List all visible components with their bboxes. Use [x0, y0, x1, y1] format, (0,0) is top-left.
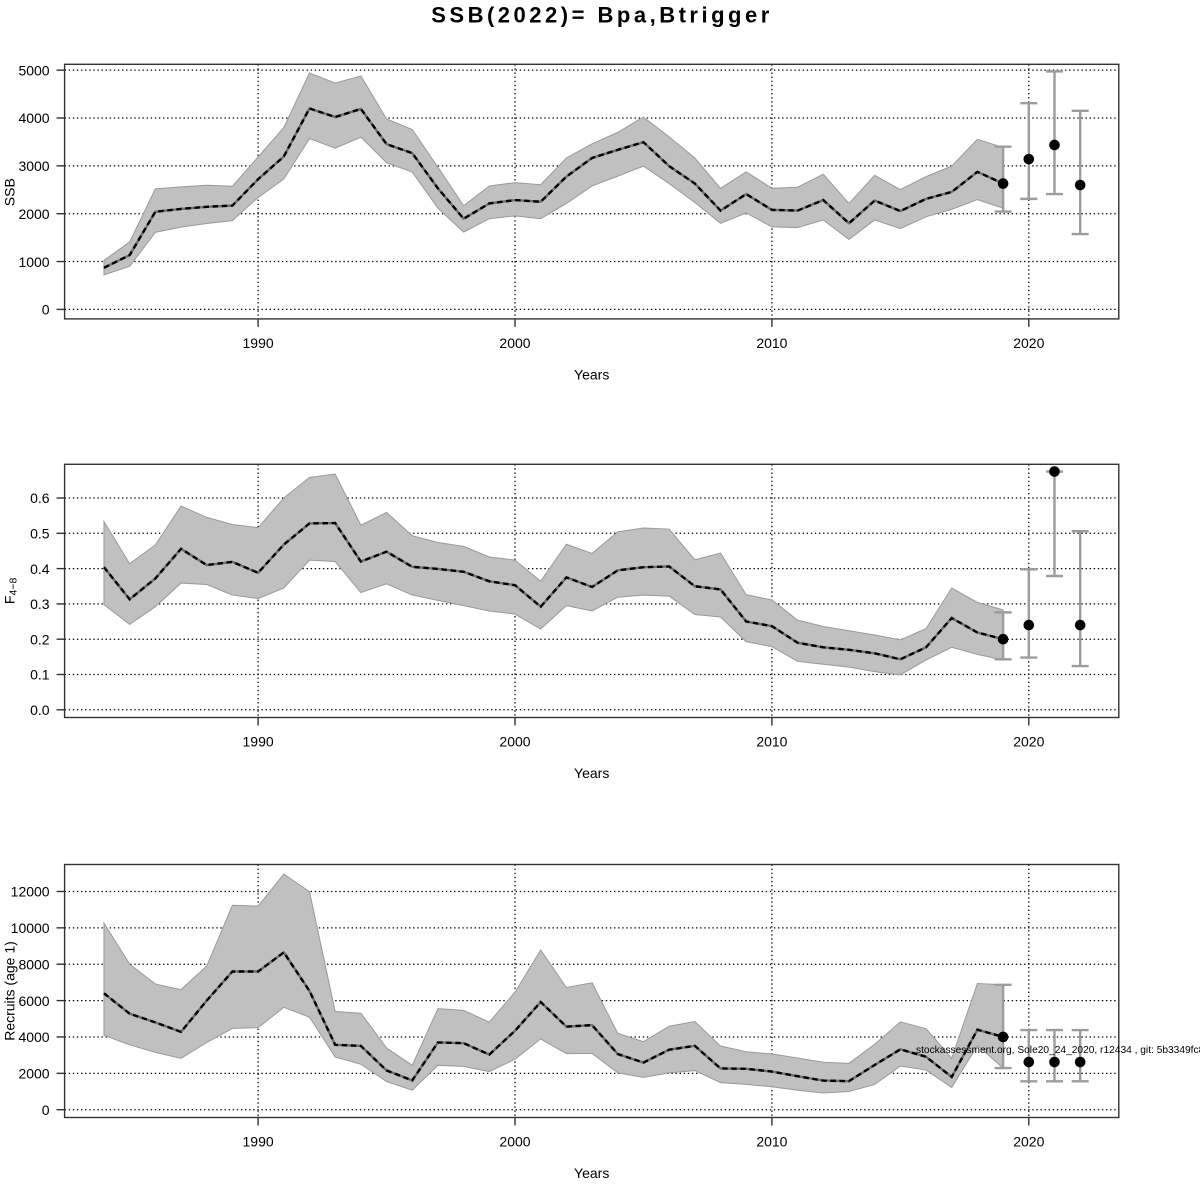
svg-text:0.5: 0.5 — [30, 526, 50, 542]
svg-text:10000: 10000 — [11, 920, 50, 936]
svg-text:0.3: 0.3 — [30, 596, 50, 612]
svg-text:6000: 6000 — [18, 993, 49, 1009]
svg-text:Recruits (age 1): Recruits (age 1) — [2, 941, 18, 1041]
svg-text:SSB(2022)= Bpa,Btrigger: SSB(2022)= Bpa,Btrigger — [431, 3, 773, 28]
svg-text:8000: 8000 — [18, 956, 49, 972]
svg-text:2000: 2000 — [499, 1134, 530, 1150]
svg-text:2020: 2020 — [1013, 335, 1044, 351]
svg-text:0.1: 0.1 — [30, 667, 50, 683]
svg-text:0.6: 0.6 — [30, 490, 50, 506]
svg-text:2000: 2000 — [499, 335, 530, 351]
svg-text:3000: 3000 — [18, 158, 49, 174]
svg-text:stockassessment.org, Sole20_24: stockassessment.org, Sole20_24_2020, r12… — [916, 1045, 1200, 1056]
svg-text:0.0: 0.0 — [30, 702, 50, 718]
svg-text:4000: 4000 — [18, 110, 49, 126]
svg-text:2000: 2000 — [18, 1066, 49, 1082]
svg-text:Years: Years — [574, 765, 609, 781]
svg-text:1990: 1990 — [243, 734, 274, 750]
svg-text:1000: 1000 — [18, 254, 49, 270]
svg-text:2020: 2020 — [1013, 734, 1044, 750]
svg-text:0.2: 0.2 — [30, 631, 50, 647]
svg-text:1990: 1990 — [243, 1134, 274, 1150]
svg-text:0: 0 — [42, 1102, 50, 1118]
svg-text:4000: 4000 — [18, 1029, 49, 1045]
svg-text:2000: 2000 — [499, 734, 530, 750]
svg-text:SSB: SSB — [2, 178, 18, 206]
svg-text:Years: Years — [574, 366, 609, 382]
svg-text:12000: 12000 — [11, 884, 50, 900]
svg-text:2010: 2010 — [756, 335, 787, 351]
svg-text:5000: 5000 — [18, 62, 49, 78]
svg-text:2010: 2010 — [756, 734, 787, 750]
svg-text:2010: 2010 — [756, 1134, 787, 1150]
svg-text:Years: Years — [574, 1165, 609, 1181]
svg-text:1990: 1990 — [243, 335, 274, 351]
svg-text:0: 0 — [42, 302, 50, 318]
svg-text:0.4: 0.4 — [30, 561, 50, 577]
svg-text:2000: 2000 — [18, 206, 49, 222]
svg-text:2020: 2020 — [1013, 1134, 1044, 1150]
